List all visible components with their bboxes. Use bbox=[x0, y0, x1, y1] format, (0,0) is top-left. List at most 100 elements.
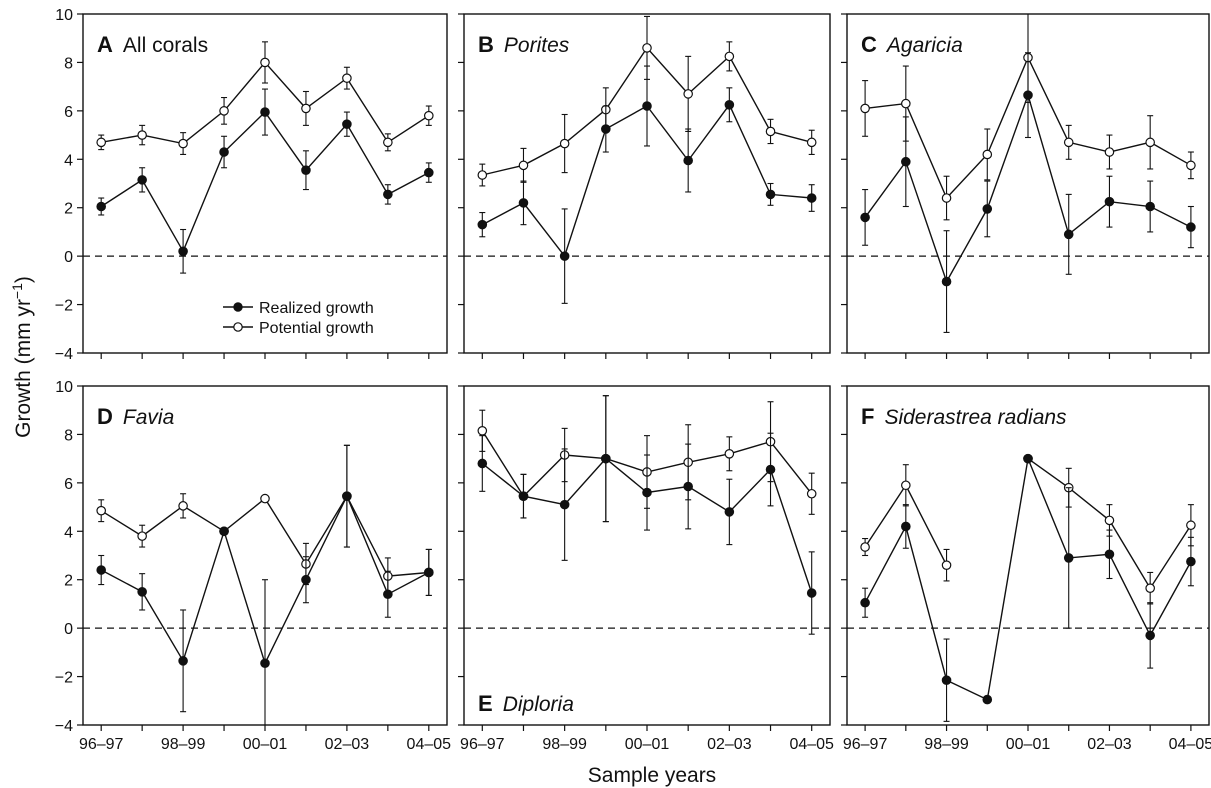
potential-point bbox=[1186, 160, 1196, 171]
series-realized bbox=[860, 453, 1196, 722]
panel-f: 96–97 98–99 00–01 02–03 04–05 F Siderastrea ra… bbox=[841, 385, 1211, 753]
legend-realized-label: Realized growth bbox=[259, 300, 374, 317]
panel-c: C Agaricia bbox=[841, 13, 1210, 359]
potential-point bbox=[178, 138, 188, 149]
x-tick-label: 04–05 bbox=[1169, 736, 1211, 753]
panel-label: A All corals bbox=[97, 32, 208, 57]
realized-point bbox=[301, 574, 311, 585]
series-potential bbox=[477, 15, 817, 187]
potential-point bbox=[1063, 137, 1074, 148]
realized-point bbox=[518, 198, 529, 208]
x-tick-label: 02–03 bbox=[1087, 736, 1132, 753]
potential-point bbox=[477, 425, 488, 436]
panel-name: Diploria bbox=[503, 693, 574, 716]
realized-point bbox=[383, 589, 393, 600]
realized-point bbox=[806, 588, 817, 598]
potential-point bbox=[941, 560, 952, 570]
potential-point bbox=[383, 137, 393, 148]
realized-point bbox=[765, 189, 776, 200]
series-potential bbox=[96, 444, 434, 597]
realized-point bbox=[96, 565, 106, 575]
realized-point bbox=[982, 204, 993, 214]
realized-point bbox=[724, 507, 735, 517]
realized-point bbox=[178, 246, 188, 257]
realized-point bbox=[601, 453, 611, 464]
x-tick-label: 96–97 bbox=[843, 736, 888, 753]
realized-point bbox=[1104, 549, 1115, 560]
y-tick-label: −4 bbox=[55, 718, 73, 735]
realized-point bbox=[423, 567, 434, 578]
realized-point bbox=[301, 165, 311, 175]
x-tick-label: 02–03 bbox=[325, 736, 370, 753]
potential-point bbox=[1145, 137, 1155, 148]
potential-point bbox=[806, 137, 817, 148]
panel-marks bbox=[96, 444, 434, 725]
realized-point bbox=[724, 100, 735, 110]
realized-point bbox=[383, 189, 393, 200]
y-axis-title: Growth (mm yr−1) bbox=[9, 276, 35, 438]
y-tick-label: 10 bbox=[55, 7, 73, 24]
y-tick-label: 8 bbox=[64, 427, 73, 444]
series-realized bbox=[477, 65, 817, 304]
potential-point bbox=[559, 138, 570, 149]
potential-point bbox=[683, 89, 693, 99]
potential-point bbox=[860, 542, 870, 552]
potential-point bbox=[806, 488, 817, 499]
series-realized bbox=[860, 52, 1196, 333]
realized-point bbox=[1186, 556, 1196, 567]
realized-point bbox=[559, 251, 570, 261]
potential-point bbox=[518, 160, 529, 171]
potential-point bbox=[137, 531, 147, 541]
potential-point bbox=[901, 480, 911, 491]
panel-label: B Porites bbox=[478, 32, 570, 57]
panel-letter: F bbox=[861, 404, 874, 429]
realized-point bbox=[178, 656, 188, 666]
x-tick-label: 00–01 bbox=[625, 736, 670, 753]
realized-point bbox=[941, 675, 952, 686]
panel-letter: E bbox=[478, 691, 493, 716]
potential-point bbox=[301, 103, 311, 114]
potential-point bbox=[982, 149, 993, 160]
panel-marks bbox=[477, 15, 817, 304]
y-tick-label: 2 bbox=[64, 201, 73, 218]
x-tick-label: 98–99 bbox=[161, 736, 206, 753]
panel-letter: A bbox=[97, 32, 113, 57]
x-tick-label: 00–01 bbox=[243, 736, 288, 753]
y-tick-label: 10 bbox=[55, 379, 73, 396]
realized-point bbox=[765, 464, 776, 475]
series-realized bbox=[477, 395, 817, 635]
panel-name: Agaricia bbox=[885, 34, 963, 57]
x-tick-label: 96–97 bbox=[460, 736, 505, 753]
realized-point bbox=[477, 458, 488, 469]
potential-point bbox=[219, 106, 229, 116]
realized-point bbox=[137, 587, 147, 597]
realized-point bbox=[559, 499, 570, 510]
potential-point bbox=[423, 110, 434, 121]
panel-label: F Siderastrea radians bbox=[861, 404, 1067, 429]
panel-label: E Diploria bbox=[478, 691, 574, 716]
realized-point bbox=[982, 694, 993, 705]
panel-marks bbox=[860, 14, 1196, 333]
realized-point bbox=[1145, 630, 1155, 641]
legend: Realized growth Potential growth bbox=[223, 300, 374, 337]
realized-point bbox=[1145, 201, 1155, 212]
panel-b: B Porites bbox=[458, 13, 831, 359]
potential-point bbox=[941, 193, 952, 203]
potential-point bbox=[260, 57, 270, 68]
realized-point bbox=[683, 481, 693, 492]
potential-line bbox=[100, 494, 429, 577]
series-potential bbox=[860, 453, 1196, 605]
y-tick-label: −4 bbox=[55, 346, 73, 363]
panel-marks bbox=[477, 395, 817, 635]
realized-point bbox=[1063, 229, 1074, 240]
panel-label: C Agaricia bbox=[861, 32, 963, 57]
realized-point bbox=[1023, 90, 1033, 100]
y-axis-title-superscript: −1 bbox=[9, 283, 25, 299]
potential-point bbox=[1104, 147, 1115, 157]
panel-label: D Favia bbox=[97, 404, 174, 429]
realized-point bbox=[342, 119, 352, 129]
potential-point bbox=[724, 448, 735, 459]
realized-point bbox=[601, 124, 611, 134]
realized-point bbox=[1063, 553, 1074, 563]
realized-point bbox=[518, 491, 529, 501]
